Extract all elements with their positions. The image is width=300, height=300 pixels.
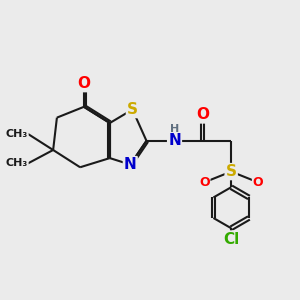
Text: S: S [127, 102, 138, 117]
Text: S: S [226, 164, 237, 179]
Text: O: O [196, 107, 209, 122]
Text: Cl: Cl [223, 232, 239, 247]
Text: H: H [170, 124, 179, 134]
Text: O: O [253, 176, 263, 189]
Text: N: N [168, 133, 181, 148]
Text: O: O [77, 76, 90, 91]
Text: CH₃: CH₃ [5, 129, 28, 139]
Text: CH₃: CH₃ [5, 158, 28, 169]
Text: O: O [199, 176, 209, 189]
Text: N: N [124, 157, 137, 172]
